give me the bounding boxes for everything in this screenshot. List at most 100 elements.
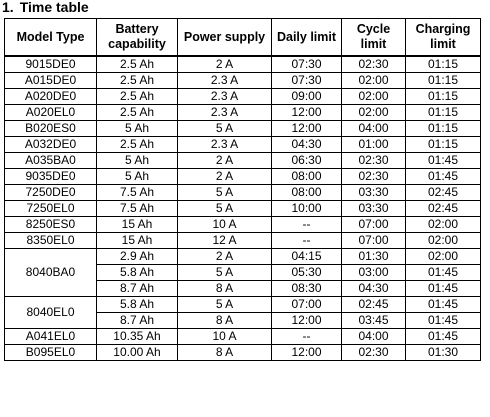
charging-limit-cell: 02:00 <box>405 232 481 249</box>
charging-limit-cell: 01:45 <box>405 168 481 185</box>
battery-capability-cell: 2.9 Ah <box>96 248 178 265</box>
battery-capability-cell: 5.8 Ah <box>96 296 178 313</box>
daily-limit-cell: -- <box>271 216 342 233</box>
table-row: A041EL0 10.35 Ah 10 A -- 04:00 01:45 <box>4 328 481 345</box>
model-type-cell: 8040BA0 <box>4 248 97 297</box>
cycle-limit-cell: 03:45 <box>341 312 406 329</box>
section-heading: 1. Time table <box>2 0 89 16</box>
cycle-limit-cell: 02:30 <box>341 344 406 361</box>
power-supply-cell: 2.3 A <box>177 104 272 121</box>
header-cycle-limit: Cycle limit <box>341 18 406 57</box>
charging-limit-cell: 01:45 <box>405 296 481 313</box>
model-type-cell: 7250EL0 <box>4 200 97 217</box>
model-type-cell: B095EL0 <box>4 344 97 361</box>
cycle-limit-cell: 02:00 <box>341 72 406 89</box>
battery-capability-cell: 2.5 Ah <box>96 136 178 153</box>
charging-limit-cell: 01:15 <box>405 72 481 89</box>
daily-limit-cell: 12:00 <box>271 120 342 137</box>
model-type-cell: A032DE0 <box>4 136 97 153</box>
model-type-cell: 9035DE0 <box>4 168 97 185</box>
power-supply-cell: 2 A <box>177 55 272 73</box>
daily-limit-cell: 04:30 <box>271 136 342 153</box>
power-supply-cell: 2 A <box>177 248 272 265</box>
charging-limit-cell: 01:45 <box>405 280 481 297</box>
charging-limit-cell: 01:45 <box>405 328 481 345</box>
charging-limit-cell: 02:45 <box>405 184 481 201</box>
header-charging-limit: Charging limit <box>405 18 481 57</box>
table-row: 7250EL0 7.5 Ah 5 A 10:00 03:30 02:45 <box>4 200 481 217</box>
cycle-limit-cell: 02:30 <box>341 168 406 185</box>
daily-limit-cell: 05:30 <box>271 264 342 281</box>
cycle-limit-cell: 07:00 <box>341 232 406 249</box>
table-row: 8250ES0 15 Ah 10 A -- 07:00 02:00 <box>4 216 481 233</box>
battery-capability-cell: 7.5 Ah <box>96 200 178 217</box>
power-supply-cell: 5 A <box>177 184 272 201</box>
model-type-cell: 8250ES0 <box>4 216 97 233</box>
model-type-cell: A020DE0 <box>4 88 97 105</box>
table-body: 9015DE0 2.5 Ah 2 A 07:30 02:30 01:15 A015DE0 2.… <box>4 55 481 361</box>
battery-capability-cell: 5.8 Ah <box>96 264 178 281</box>
battery-capability-cell: 2.5 Ah <box>96 72 178 89</box>
table-row: A032DE0 2.5 Ah 2.3 A 04:30 01:00 01:15 <box>4 136 481 153</box>
table-row: A035BA0 5 Ah 2 A 06:30 02:30 01:45 <box>4 152 481 169</box>
cycle-limit-cell: 01:30 <box>341 248 406 265</box>
model-type-cell: A035BA0 <box>4 152 97 169</box>
daily-limit-cell: 09:00 <box>271 88 342 105</box>
daily-limit-cell: 07:30 <box>271 55 342 73</box>
daily-limit-cell: -- <box>271 232 342 249</box>
charging-limit-cell: 01:45 <box>405 264 481 281</box>
power-supply-cell: 12 A <box>177 232 272 249</box>
table-row: A020DE0 2.5 Ah 2.3 A 09:00 02:00 01:15 <box>4 88 481 105</box>
battery-capability-cell: 8.7 Ah <box>96 312 178 329</box>
cycle-limit-cell: 03:30 <box>341 200 406 217</box>
daily-limit-cell: 08:00 <box>271 184 342 201</box>
battery-capability-cell: 2.5 Ah <box>96 88 178 105</box>
table-row: 9035DE0 5 Ah 2 A 08:00 02:30 01:45 <box>4 168 481 185</box>
charging-limit-cell: 02:00 <box>405 216 481 233</box>
model-type-cell: A015DE0 <box>4 72 97 89</box>
model-type-cell: 9015DE0 <box>4 55 97 73</box>
daily-limit-cell: 04:15 <box>271 248 342 265</box>
cycle-limit-cell: 02:30 <box>341 55 406 73</box>
table-row: 5.8 Ah 5 A 05:30 03:00 01:45 <box>5 264 481 281</box>
battery-capability-cell: 2.5 Ah <box>96 104 178 121</box>
header-daily-limit: Daily limit <box>271 18 342 57</box>
power-supply-cell: 2.3 A <box>177 136 272 153</box>
table-row: B020ES0 5 Ah 5 A 12:00 04:00 01:15 <box>4 120 481 137</box>
power-supply-cell: 2 A <box>177 152 272 169</box>
table-row: B095EL0 10.00 Ah 8 A 12:00 02:30 01:30 <box>4 344 481 361</box>
battery-capability-cell: 10.00 Ah <box>96 344 178 361</box>
model-type-cell: A041EL0 <box>4 328 97 345</box>
model-type-cell: 8350EL0 <box>4 232 97 249</box>
table-row: A020EL0 2.5 Ah 2.3 A 12:00 02:00 01:15 <box>4 104 481 121</box>
cycle-limit-cell: 03:30 <box>341 184 406 201</box>
power-supply-cell: 8 A <box>177 312 272 329</box>
power-supply-cell: 5 A <box>177 296 272 313</box>
model-type-cell: 8040EL0 <box>4 296 97 329</box>
battery-capability-cell: 15 Ah <box>96 232 178 249</box>
table-row: 8.7 Ah 8 A 12:00 03:45 01:45 <box>5 312 481 329</box>
daily-limit-cell: 07:30 <box>271 72 342 89</box>
charging-limit-cell: 01:45 <box>405 312 481 329</box>
daily-limit-cell: 12:00 <box>271 312 342 329</box>
charging-limit-cell: 02:00 <box>405 248 481 265</box>
daily-limit-cell: 10:00 <box>271 200 342 217</box>
cycle-limit-cell: 07:00 <box>341 216 406 233</box>
model-type-cell: B020ES0 <box>4 120 97 137</box>
cycle-limit-cell: 01:00 <box>341 136 406 153</box>
daily-limit-cell: -- <box>271 328 342 345</box>
cycle-limit-cell: 02:45 <box>341 296 406 313</box>
table-row: 9015DE0 2.5 Ah 2 A 07:30 02:30 01:15 <box>4 55 481 73</box>
cycle-limit-cell: 02:00 <box>341 104 406 121</box>
power-supply-cell: 10 A <box>177 216 272 233</box>
power-supply-cell: 10 A <box>177 328 272 345</box>
power-supply-cell: 2.3 A <box>177 72 272 89</box>
power-supply-cell: 5 A <box>177 120 272 137</box>
table-row: A015DE0 2.5 Ah 2.3 A 07:30 02:00 01:15 <box>4 72 481 89</box>
battery-capability-cell: 10.35 Ah <box>96 328 178 345</box>
cycle-limit-cell: 04:30 <box>341 280 406 297</box>
daily-limit-cell: 06:30 <box>271 152 342 169</box>
cycle-limit-cell: 04:00 <box>341 120 406 137</box>
power-supply-cell: 5 A <box>177 200 272 217</box>
section-number: 1. <box>2 0 14 15</box>
